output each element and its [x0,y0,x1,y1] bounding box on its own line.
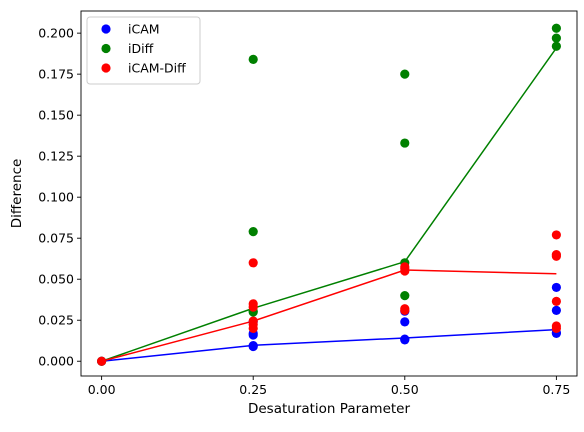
point-s2-14 [551,296,561,306]
legend-marker-2 [101,63,111,73]
point-s2-17 [551,230,561,240]
point-s2-0 [97,356,107,366]
point-s0-8 [400,317,410,327]
point-s0-13 [551,282,561,293]
y-tick-label: 0.050 [38,272,74,287]
legend-marker-0 [101,24,111,34]
legend-label-2: iCAM-Diff [128,61,186,76]
y-tick-label: 0.175 [38,67,74,82]
y-tick-label: 0.200 [38,26,74,41]
y-tick-label: 0.150 [38,108,74,123]
y-tick-label: 0.125 [38,149,74,164]
trend-lines [101,47,557,362]
y-tick-label: 0.100 [38,190,74,205]
point-s1-10 [551,33,561,43]
point-s0-12 [551,305,561,315]
point-s2-6 [248,258,258,268]
point-s1-9 [551,41,561,51]
x-tick-label: 0.50 [391,382,419,397]
legend-label-0: iCAM [128,22,160,37]
series-line-0 [101,328,557,362]
series-line-2 [101,269,557,362]
point-s2-11 [400,262,410,272]
x-tick-label: 0.75 [542,382,570,397]
point-s0-7 [400,334,410,344]
y-tick-label: 0.075 [38,231,74,246]
point-s0-2 [248,341,258,351]
x-tick-label: 0.25 [239,382,267,397]
legend: iCAM iDiff iCAM-Diff [86,16,201,85]
point-s2-5 [248,299,258,309]
y-tick-label: 0.025 [38,313,74,328]
point-s2-13 [551,321,561,331]
point-s1-11 [551,23,561,33]
data-points [97,23,561,366]
legend-marker-1 [101,43,111,54]
ticks: 0.00 0.25 0.50 0.75 0.000 0.025 0.050 0.075 0.10… [38,26,570,397]
point-s1-8 [400,69,410,79]
point-s2-8 [400,304,410,314]
axes [80,10,578,377]
legend-label-1: iDiff [128,41,154,56]
point-s1-5 [400,291,410,301]
y-axis-label: Difference [9,159,25,229]
series-line-1 [101,47,557,362]
point-s1-4 [248,54,258,64]
x-axis-label: Desaturation Parameter [248,401,411,417]
point-s1-3 [248,227,258,237]
y-tick-label: 0.000 [38,354,74,369]
point-s2-3 [248,316,258,326]
point-s2-16 [551,250,561,260]
x-tick-label: 0.00 [88,382,116,397]
legend-box [86,16,201,85]
axes-frame [80,10,578,377]
point-s1-7 [400,138,410,148]
